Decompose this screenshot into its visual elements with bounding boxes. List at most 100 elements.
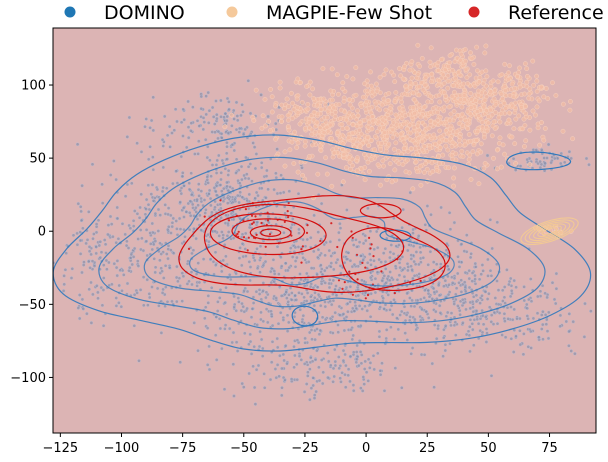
data-point [279, 119, 285, 124]
data-point [240, 177, 244, 182]
data-point [166, 256, 170, 261]
data-point [112, 261, 117, 266]
data-point [180, 174, 185, 179]
data-point [186, 135, 191, 140]
data-point [295, 140, 301, 146]
data-point [398, 265, 402, 270]
data-point [306, 119, 312, 125]
data-point [558, 324, 562, 329]
data-point [190, 202, 195, 207]
data-point [567, 312, 572, 316]
data-point [415, 298, 420, 303]
data-point [454, 129, 460, 134]
data-point [120, 288, 124, 293]
data-point [86, 259, 91, 264]
data-point [321, 96, 327, 102]
data-point [221, 199, 226, 203]
data-point [89, 280, 93, 285]
data-point [199, 94, 204, 99]
data-point [480, 293, 484, 298]
data-point [432, 141, 438, 147]
data-point [302, 283, 307, 288]
data-point [368, 69, 373, 75]
data-point [377, 329, 382, 334]
contour-line [98, 156, 546, 330]
data-point [138, 288, 143, 292]
data-point [212, 186, 217, 190]
data-point [193, 152, 197, 156]
data-point [225, 144, 229, 149]
contour-line [528, 221, 571, 242]
data-point [89, 321, 94, 325]
data-point [553, 301, 558, 306]
data-point [361, 375, 366, 379]
data-point [427, 294, 432, 299]
data-point [373, 101, 379, 107]
data-point [338, 221, 342, 226]
data-point [397, 260, 402, 265]
data-point [328, 316, 333, 321]
data-point [110, 282, 114, 287]
data-point [205, 363, 210, 367]
data-point [290, 281, 294, 285]
data-point [474, 137, 480, 143]
contour-line [178, 194, 451, 294]
series-points-2 [187, 199, 422, 300]
data-point [473, 261, 478, 266]
data-point [160, 291, 165, 295]
data-point [221, 186, 226, 191]
data-point [335, 91, 341, 97]
data-point [443, 278, 448, 283]
data-point [359, 386, 363, 390]
data-point [271, 257, 276, 262]
data-point [311, 96, 317, 101]
data-point [278, 191, 283, 195]
data-point [293, 353, 297, 358]
data-point [337, 366, 342, 371]
data-point [297, 121, 303, 127]
data-point [92, 232, 96, 236]
data-point [514, 334, 518, 338]
data-point [357, 119, 363, 125]
data-point [187, 187, 192, 192]
data-point [225, 140, 229, 145]
data-point [299, 277, 303, 282]
data-point [331, 331, 335, 335]
data-point [261, 263, 266, 268]
data-point [131, 218, 136, 223]
scatter-points [53, 42, 593, 406]
data-point [127, 268, 131, 273]
data-point [85, 238, 90, 242]
data-point [94, 251, 98, 256]
data-point [258, 244, 263, 249]
data-point [446, 165, 452, 171]
data-point [355, 244, 359, 249]
data-point [380, 270, 383, 273]
data-point [285, 124, 291, 129]
data-point [218, 202, 223, 207]
data-point [459, 148, 465, 154]
data-point [364, 370, 369, 375]
data-point [447, 267, 451, 272]
data-point [322, 242, 327, 247]
data-point [507, 63, 512, 69]
data-point [471, 142, 477, 148]
data-point [370, 89, 376, 95]
data-point [187, 279, 191, 284]
data-point [515, 316, 519, 321]
data-point [104, 258, 109, 263]
data-point [120, 221, 125, 226]
data-point [163, 263, 168, 268]
data-point [394, 122, 400, 128]
data-point [150, 247, 155, 252]
data-point [296, 191, 301, 196]
data-point [384, 328, 389, 332]
data-point [362, 117, 368, 123]
data-point [220, 158, 225, 163]
data-point [540, 283, 545, 288]
data-point [395, 316, 399, 320]
data-point [207, 192, 211, 196]
data-point [357, 339, 362, 343]
data-point [545, 156, 549, 160]
data-point [286, 103, 291, 109]
